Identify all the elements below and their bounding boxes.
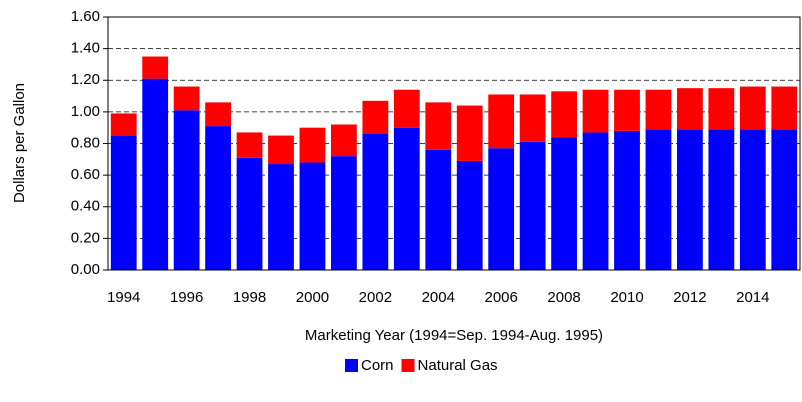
bar-segment (362, 100, 389, 135)
x-tick-label: 1996 (170, 289, 203, 306)
bar-segment (173, 110, 200, 270)
bar-segment (205, 102, 231, 127)
y-tick-label: 0.80 (71, 134, 100, 151)
bar-segment (331, 124, 357, 157)
bar-segment (551, 91, 577, 138)
bar-segment (205, 126, 231, 270)
bar-segment (268, 135, 294, 165)
x-axis-title: Marketing Year (1994=Sep. 1994-Aug. 1995… (305, 327, 603, 344)
legend-swatch (345, 359, 358, 372)
x-tick-label: 1994 (107, 289, 140, 306)
bar-segment (519, 141, 546, 270)
bar-segment (739, 86, 766, 130)
y-tick-label: 1.20 (71, 71, 100, 88)
y-tick-label: 0.20 (71, 229, 100, 246)
bar-segment (677, 129, 703, 270)
x-tick-label: 2014 (736, 289, 769, 306)
bar-segment (771, 129, 798, 270)
legend-swatch (401, 359, 415, 372)
bar-segment (425, 102, 452, 150)
bar-segment (708, 129, 735, 270)
y-tick-label: 0.60 (71, 166, 100, 183)
x-tick-label: 1998 (233, 289, 266, 306)
x-tick-label: 2004 (422, 289, 455, 306)
bar-segment (393, 89, 420, 128)
bar-segment (551, 137, 577, 270)
bar-segment (236, 157, 263, 270)
bar-segment (582, 132, 609, 270)
bar-segment (519, 94, 546, 142)
bar-segment (456, 105, 483, 161)
bar-segment (299, 127, 326, 163)
bar-segment (299, 162, 326, 270)
bar-segment (331, 156, 357, 270)
bar-segment (488, 148, 515, 270)
bar-segment (142, 56, 169, 79)
legend-label: Corn (361, 357, 394, 374)
x-tick-label: 2012 (673, 289, 706, 306)
x-tick-label: 2002 (359, 289, 392, 306)
bar-segment (645, 89, 672, 130)
y-tick-label: 1.60 (71, 8, 100, 25)
y-tick-label: 0.40 (71, 198, 100, 215)
bar-segment (708, 88, 735, 130)
bar-segment (268, 164, 294, 270)
bar-segment (614, 89, 640, 131)
bar-segment (110, 135, 137, 270)
bar-segment (488, 94, 515, 149)
bar-segment (677, 88, 703, 130)
bar-segment (614, 130, 640, 270)
bar-segment (173, 86, 200, 111)
y-axis-title: Dollars per Gallon (11, 83, 28, 203)
legend-label: Natural Gas (418, 357, 498, 374)
bar-segment (771, 86, 798, 130)
x-tick-label: 2010 (610, 289, 643, 306)
bar-segment (425, 149, 452, 270)
bar-segment (236, 132, 263, 158)
x-tick-label: 2000 (296, 289, 329, 306)
bar-segment (582, 89, 609, 133)
x-tick-label: 2006 (484, 289, 517, 306)
bar-segment (645, 129, 672, 270)
bar-segment (142, 78, 169, 270)
bar-segment (393, 127, 420, 270)
y-tick-label: 1.00 (71, 103, 100, 120)
bar-segment (362, 134, 389, 270)
y-tick-label: 1.40 (71, 40, 100, 57)
bar-segment (456, 160, 483, 270)
bar-segment (739, 129, 766, 270)
bar-segment (110, 113, 137, 136)
plot-frame (107, 16, 801, 271)
x-tick-label: 2008 (547, 289, 580, 306)
y-tick-label: 0.00 (71, 261, 100, 278)
